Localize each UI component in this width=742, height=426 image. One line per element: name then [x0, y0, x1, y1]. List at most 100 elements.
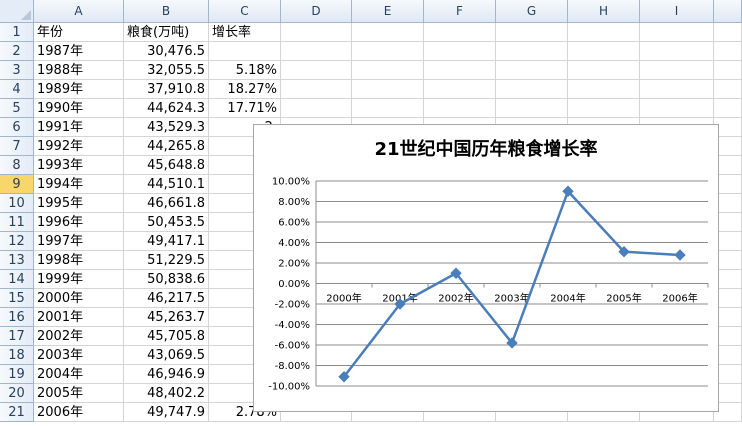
row-header-1[interactable]: 1 [0, 23, 34, 42]
cell-i3[interactable] [640, 61, 714, 80]
cell-b13[interactable]: 51,229.5 [124, 251, 209, 270]
cell-f3[interactable] [424, 61, 496, 80]
cell-i1[interactable] [640, 23, 714, 42]
cell-a13[interactable]: 1998年 [34, 251, 124, 270]
cell-h2[interactable] [568, 42, 640, 61]
cell-c2[interactable] [209, 42, 281, 61]
cell-e1[interactable] [352, 23, 424, 42]
cell-h21[interactable] [568, 403, 640, 422]
cell-f1[interactable] [424, 23, 496, 42]
cell-a15[interactable]: 2000年 [34, 289, 124, 308]
cell-a20[interactable]: 2005年 [34, 384, 124, 403]
cell-b20[interactable]: 48,402.2 [124, 384, 209, 403]
cell-b21[interactable]: 49,747.9 [124, 403, 209, 422]
cell-b14[interactable]: 50,838.6 [124, 270, 209, 289]
cell-b8[interactable]: 45,648.8 [124, 156, 209, 175]
row-header-3[interactable]: 3 [0, 61, 34, 80]
cell-d3[interactable] [281, 61, 352, 80]
cell-g2[interactable] [496, 42, 568, 61]
cell-b16[interactable]: 45,263.7 [124, 308, 209, 327]
column-header-d[interactable]: D [281, 0, 352, 23]
cell-b1[interactable]: 粮食(万吨) [124, 23, 209, 42]
select-all-corner[interactable] [0, 0, 34, 23]
column-header-c[interactable]: C [209, 0, 281, 23]
cell-b19[interactable]: 46,946.9 [124, 365, 209, 384]
cell-a3[interactable]: 1988年 [34, 61, 124, 80]
cell-e3[interactable] [352, 61, 424, 80]
column-header-g[interactable]: G [496, 0, 568, 23]
cell-c5[interactable]: 17.71% [209, 99, 281, 118]
column-header-h[interactable]: H [568, 0, 640, 23]
cell-a19[interactable]: 2004年 [34, 365, 124, 384]
cell-d21[interactable] [281, 403, 352, 422]
cell-g3[interactable] [496, 61, 568, 80]
cell-b17[interactable]: 45,705.8 [124, 327, 209, 346]
cell-a21[interactable]: 2006年 [34, 403, 124, 422]
cell-a14[interactable]: 1999年 [34, 270, 124, 289]
row-header-9[interactable]: 9 [0, 175, 34, 194]
cell-i21[interactable] [640, 403, 714, 422]
cell-c3[interactable]: 5.18% [209, 61, 281, 80]
cell-g1[interactable] [496, 23, 568, 42]
cell-b6[interactable]: 43,529.3 [124, 118, 209, 137]
cell-d2[interactable] [281, 42, 352, 61]
cell-a12[interactable]: 1997年 [34, 232, 124, 251]
cell-i2[interactable] [640, 42, 714, 61]
cell-a8[interactable]: 1993年 [34, 156, 124, 175]
row-header-13[interactable]: 13 [0, 251, 34, 270]
cell-c1[interactable]: 增长率 [209, 23, 281, 42]
cell-a9[interactable]: 1994年 [34, 175, 124, 194]
column-header-a[interactable]: A [34, 0, 124, 23]
cell-g21[interactable] [496, 403, 568, 422]
cell-a10[interactable]: 1995年 [34, 194, 124, 213]
row-header-15[interactable]: 15 [0, 289, 34, 308]
cell-a18[interactable]: 2003年 [34, 346, 124, 365]
cell-b11[interactable]: 50,453.5 [124, 213, 209, 232]
column-header-e[interactable]: E [352, 0, 424, 23]
cell-a2[interactable]: 1987年 [34, 42, 124, 61]
column-header-b[interactable]: B [124, 0, 209, 23]
cell-a5[interactable]: 1990年 [34, 99, 124, 118]
cell-f5[interactable] [424, 99, 496, 118]
cell-h4[interactable] [568, 80, 640, 99]
cell-e5[interactable] [352, 99, 424, 118]
cell-b9[interactable]: 44,510.1 [124, 175, 209, 194]
cell-i4[interactable] [640, 80, 714, 99]
cell-d4[interactable] [281, 80, 352, 99]
row-header-10[interactable]: 10 [0, 194, 34, 213]
cell-e4[interactable] [352, 80, 424, 99]
row-header-11[interactable]: 11 [0, 213, 34, 232]
cell-g5[interactable] [496, 99, 568, 118]
row-header-2[interactable]: 2 [0, 42, 34, 61]
cell-b15[interactable]: 46,217.5 [124, 289, 209, 308]
cell-a6[interactable]: 1991年 [34, 118, 124, 137]
cell-b18[interactable]: 43,069.5 [124, 346, 209, 365]
cell-f21[interactable] [424, 403, 496, 422]
row-header-5[interactable]: 5 [0, 99, 34, 118]
cell-a7[interactable]: 1992年 [34, 137, 124, 156]
cell-b4[interactable]: 37,910.8 [124, 80, 209, 99]
cell-b12[interactable]: 49,417.1 [124, 232, 209, 251]
row-header-17[interactable]: 17 [0, 327, 34, 346]
cell-f4[interactable] [424, 80, 496, 99]
row-header-21[interactable]: 21 [0, 403, 34, 422]
column-header-i[interactable]: I [640, 0, 714, 23]
cell-a1[interactable]: 年份 [34, 23, 124, 42]
cell-a11[interactable]: 1996年 [34, 213, 124, 232]
row-header-19[interactable]: 19 [0, 365, 34, 384]
row-header-12[interactable]: 12 [0, 232, 34, 251]
cell-c4[interactable]: 18.27% [209, 80, 281, 99]
cell-b7[interactable]: 44,265.8 [124, 137, 209, 156]
cell-h5[interactable] [568, 99, 640, 118]
cell-e21[interactable] [352, 403, 424, 422]
cell-b3[interactable]: 32,055.5 [124, 61, 209, 80]
cell-d5[interactable] [281, 99, 352, 118]
row-header-16[interactable]: 16 [0, 308, 34, 327]
row-header-8[interactable]: 8 [0, 156, 34, 175]
cell-b2[interactable]: 30,476.5 [124, 42, 209, 61]
cell-g4[interactable] [496, 80, 568, 99]
cell-e2[interactable] [352, 42, 424, 61]
row-header-20[interactable]: 20 [0, 384, 34, 403]
cell-a16[interactable]: 2001年 [34, 308, 124, 327]
cell-d1[interactable] [281, 23, 352, 42]
